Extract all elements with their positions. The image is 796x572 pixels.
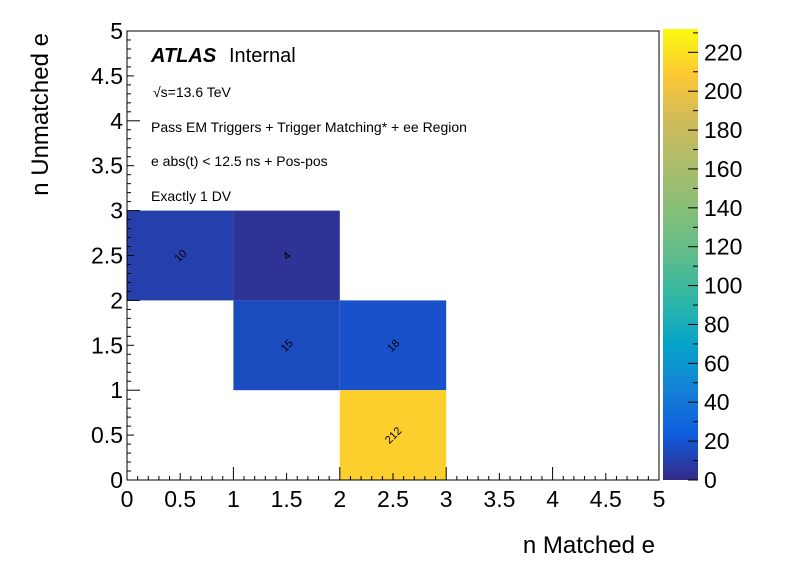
x-axis-ticks: 0 0.5 1 1.5 2 2.5 3 3.5 4 4.5 5 bbox=[121, 467, 666, 512]
x-tick-label: 4.5 bbox=[590, 486, 622, 512]
selection-line-3: Exactly 1 DV bbox=[151, 188, 232, 204]
color-bar-tick-label: 180 bbox=[704, 117, 742, 143]
heatmap-cell-4 bbox=[339, 390, 447, 480]
internal-label: Internal bbox=[229, 45, 296, 67]
x-tick-label: 1.5 bbox=[271, 486, 303, 512]
color-bar-tick-label: 160 bbox=[704, 156, 742, 182]
selection-line-2: e abs(t) < 12.5 ns + Pos-pos bbox=[151, 153, 328, 169]
y-tick-label: 1 bbox=[110, 377, 123, 403]
color-bar-tick-label: 80 bbox=[704, 311, 730, 337]
y-tick-label: 2 bbox=[110, 287, 123, 313]
heatmap-cells bbox=[127, 210, 447, 480]
y-tick-label: 5 bbox=[110, 18, 123, 44]
heatmap-cell-1 bbox=[233, 210, 340, 301]
color-bar-tick-label: 20 bbox=[704, 428, 730, 454]
y-axis-ticks: 0 0.5 1 1.5 2 2.5 3 3.5 4 4.5 5 bbox=[91, 18, 140, 493]
y-tick-label: 3 bbox=[110, 198, 123, 224]
x-tick-label: 2.5 bbox=[377, 486, 409, 512]
x-tick-label: 4 bbox=[546, 486, 559, 512]
x-tick-label: 0 bbox=[121, 486, 134, 512]
x-tick-label: 3.5 bbox=[483, 486, 515, 512]
x-axis-label: n Matched e bbox=[523, 532, 655, 559]
x-tick-label: 1 bbox=[227, 486, 240, 512]
color-bar-tick-label: 220 bbox=[704, 39, 742, 65]
color-bar-tick-label: 60 bbox=[704, 350, 730, 376]
y-tick-label: 1.5 bbox=[91, 332, 123, 358]
x-tick-label: 0.5 bbox=[164, 486, 196, 512]
heatmap-cell-2 bbox=[233, 300, 340, 391]
heatmap-cell-0 bbox=[127, 210, 234, 301]
color-bar-tick-label: 100 bbox=[704, 273, 742, 299]
heatmap-cell-3 bbox=[339, 300, 447, 391]
y-tick-label: 0 bbox=[110, 467, 123, 493]
color-bar-tick-label: 200 bbox=[704, 78, 742, 104]
color-bar-tick-label: 0 bbox=[704, 467, 717, 493]
y-tick-label: 2.5 bbox=[91, 243, 123, 269]
color-bar-tick-label: 120 bbox=[704, 234, 742, 260]
color-bar-ticks: 0 20 40 60 80 100 120 140 160 180 200 220 bbox=[688, 32, 742, 493]
y-tick-label: 0.5 bbox=[91, 422, 123, 448]
y-tick-label: 3.5 bbox=[91, 153, 123, 179]
y-tick-label: 4.5 bbox=[91, 63, 123, 89]
y-axis-label: n Unmatched e bbox=[27, 33, 54, 196]
color-bar-tick-label: 140 bbox=[704, 195, 742, 221]
x-tick-label: 2 bbox=[333, 486, 346, 512]
color-bar bbox=[663, 29, 698, 480]
x-tick-label: 5 bbox=[653, 486, 666, 512]
x-tick-label: 3 bbox=[440, 486, 453, 512]
color-bar-tick-label: 40 bbox=[704, 389, 730, 415]
y-tick-label: 4 bbox=[110, 108, 123, 134]
energy-label: √s=13.6 TeV bbox=[153, 84, 232, 100]
atlas-label: ATLAS bbox=[150, 45, 217, 67]
selection-line-1: Pass EM Triggers + Trigger Matching* + e… bbox=[151, 119, 467, 135]
